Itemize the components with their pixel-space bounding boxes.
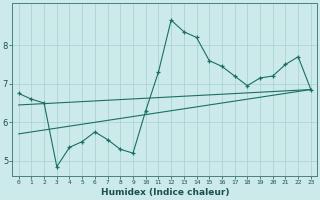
X-axis label: Humidex (Indice chaleur): Humidex (Indice chaleur): [100, 188, 229, 197]
